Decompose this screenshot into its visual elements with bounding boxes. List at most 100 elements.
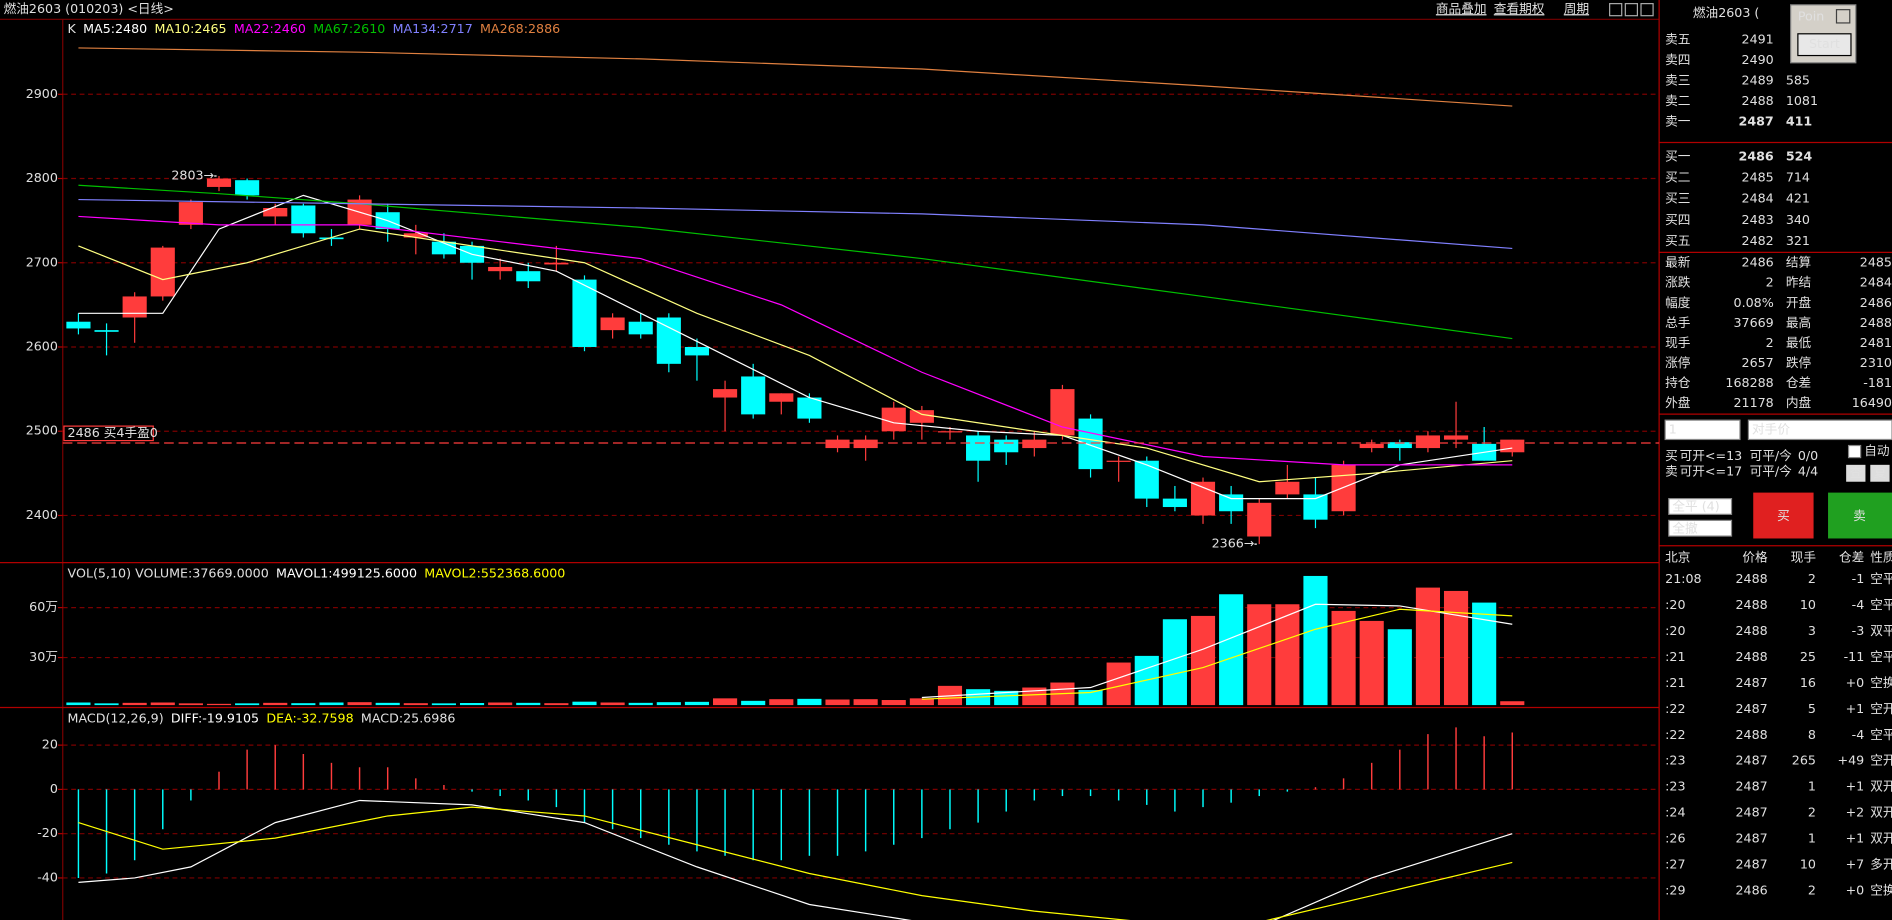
tick-cell: 2487 <box>1736 831 1768 846</box>
volume-bar <box>319 702 344 706</box>
book-price: 2488 <box>1742 93 1774 108</box>
start-button[interactable] <box>1797 33 1852 57</box>
menu-item[interactable]: 周期 <box>1564 1 1589 16</box>
column-header: 仓差 <box>1839 549 1864 564</box>
candle-body <box>319 237 344 240</box>
candle-body <box>797 397 822 419</box>
tick-cell: 2 <box>1808 883 1816 898</box>
stat-label: 涨跌 <box>1665 275 1691 290</box>
volume-bar <box>881 700 906 706</box>
plot-area <box>62 727 1660 920</box>
candle-body <box>1500 439 1525 453</box>
stat-label: 昨结 <box>1786 275 1811 290</box>
lots-input[interactable] <box>1664 419 1741 441</box>
candle-body <box>1331 464 1356 512</box>
stat-value: 2481 <box>1860 335 1892 350</box>
tick-cell: +2 <box>1846 805 1865 820</box>
volume-bar <box>741 700 766 706</box>
tick-cell: 2 <box>1808 571 1816 586</box>
tick-cell: -1 <box>1852 571 1865 586</box>
volume-bar <box>375 702 400 706</box>
tick-cell: -3 <box>1852 623 1865 638</box>
sell-label[interactable]: 卖 <box>1853 508 1866 523</box>
tick-cell: :27 <box>1665 857 1685 872</box>
tick-cell: :21 <box>1665 649 1685 664</box>
tick-cell: 2 <box>1808 805 1816 820</box>
stat-value: 2486 <box>1860 295 1892 310</box>
tick-cell: :23 <box>1665 779 1685 794</box>
volume-bar <box>1022 687 1047 706</box>
volume-bar <box>291 703 316 706</box>
tick-cell: 5 <box>1808 701 1816 716</box>
tick-cell: 双平 <box>1870 623 1892 638</box>
legend-entry: MACD:25.6986 <box>361 710 456 725</box>
stat-label: 内盘 <box>1786 395 1812 410</box>
menu-item[interactable]: 商品叠加 <box>1436 1 1487 16</box>
popup-close[interactable] <box>1835 9 1851 24</box>
candle-body <box>206 178 232 187</box>
column-header: 性质 <box>1870 549 1892 564</box>
cancel-all-label[interactable]: 全撤 <box>1672 520 1698 535</box>
lots-value: 1 <box>1669 421 1677 436</box>
volume-bar <box>94 703 119 706</box>
menu-item[interactable]: 查看期权 <box>1494 1 1545 16</box>
query-button[interactable] <box>1846 464 1866 482</box>
volume-bar <box>1359 620 1384 706</box>
column-header: 价格 <box>1742 549 1768 564</box>
button[interactable] <box>1609 3 1623 17</box>
stat-value: 0.08% <box>1734 295 1774 310</box>
tick-cell: 空开 <box>1870 753 1892 768</box>
volume-bar <box>994 690 1019 706</box>
candle-body <box>937 431 963 433</box>
button[interactable] <box>1624 3 1639 17</box>
tick-cell: 多开 <box>1870 857 1892 872</box>
reset-button[interactable] <box>1870 464 1890 482</box>
candle-body <box>572 279 597 347</box>
legend: VOL(5,10) VOLUME:37669.0000 MAVOL1:499125… <box>68 565 566 580</box>
book-price: 2491 <box>1742 31 1774 46</box>
volume-bar <box>909 698 934 706</box>
candle-body <box>853 439 878 449</box>
close-all-button[interactable] <box>1668 498 1733 515</box>
book-label: 卖一 <box>1665 113 1691 128</box>
reset-label[interactable]: 复 <box>1874 465 1887 480</box>
stat-label: 跌停 <box>1786 355 1812 370</box>
tick-cell: :22 <box>1665 727 1685 742</box>
legend-entry: MAVOL1:499125.6000 <box>276 565 417 580</box>
volume-bar <box>769 699 794 706</box>
query-label[interactable]: 查 <box>1849 465 1862 480</box>
tick-cell: 空换 <box>1870 883 1892 898</box>
tick-cell: 空开 <box>1870 701 1892 716</box>
buy-label[interactable]: 买 <box>1777 508 1790 523</box>
auto-checkbox[interactable] <box>1847 444 1862 459</box>
book-price: 2489 <box>1742 72 1774 87</box>
button[interactable] <box>1640 3 1654 17</box>
cancel-all-button[interactable] <box>1668 519 1733 537</box>
window-buttons[interactable] <box>1609 3 1654 17</box>
start-label[interactable]: Start <box>1809 36 1840 51</box>
candle-body <box>966 435 991 461</box>
book-price: 2485 <box>1742 170 1774 185</box>
price-type-select[interactable] <box>1747 419 1892 441</box>
candle-body <box>712 389 738 398</box>
stat-label: 结算 <box>1786 255 1811 270</box>
legend-title: MACD(12,26,9) <box>68 710 164 725</box>
legend-entry: MA134:2717 <box>393 20 473 35</box>
sell-button[interactable] <box>1828 492 1892 539</box>
line-series <box>78 47 1513 107</box>
book-label: 卖三 <box>1665 72 1690 87</box>
volume-bar <box>347 702 372 706</box>
volume-bar <box>656 702 681 706</box>
tick-cell: :22 <box>1665 701 1685 716</box>
volume-bar <box>66 702 91 706</box>
close-all-label[interactable]: 全平 (4) <box>1672 499 1719 514</box>
candle-body <box>178 202 203 225</box>
volume-bar <box>206 703 232 706</box>
stat-label: 最低 <box>1786 335 1812 350</box>
line-series <box>78 228 1513 483</box>
tick-cell: +49 <box>1838 753 1865 768</box>
legend-entry: MAVOL2:552368.6000 <box>424 565 565 580</box>
buy-button[interactable] <box>1753 492 1814 539</box>
stat-value: 16490 <box>1852 395 1892 410</box>
